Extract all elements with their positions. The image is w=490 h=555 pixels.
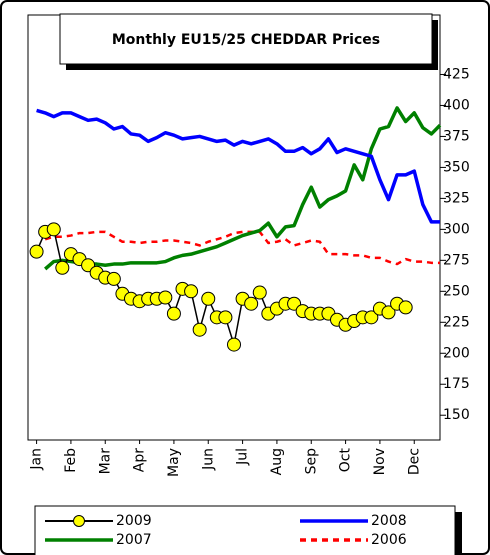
data-point [184,284,199,299]
data-point [158,290,173,305]
legend-box [34,505,456,555]
data-point [201,291,216,306]
data-point [46,222,61,237]
series-line [44,230,440,266]
legend-label: 2009 [116,513,152,529]
x-tick-label: Dec [406,448,422,475]
y-tick-label: 200 [443,345,470,361]
x-tick-label: Oct [338,448,354,473]
legend-marker [73,515,85,527]
x-tick-label: Sep [303,448,319,475]
data-point [106,271,121,286]
data-point [398,300,413,315]
data-point [244,296,259,311]
data-point [381,305,396,320]
x-tick-label: May [166,448,182,477]
legend-label: 2008 [371,513,407,529]
x-tick-label: Jan [29,448,45,471]
data-point [252,285,267,300]
plot-area: 150 175 200 225 250 275 300 325 350 375 400 425 Jan F… [29,66,470,476]
data-point [55,260,70,275]
data-point [364,310,379,325]
data-point [227,337,241,352]
series-line [44,106,442,271]
x-tick-label: Jul [235,448,251,466]
data-point [29,244,44,259]
y-tick-label: 275 [443,252,470,268]
y-tick-label: 250 [443,283,470,299]
x-tick-label: Nov [372,448,388,475]
y-tick-label: 400 [443,97,470,113]
data-point [218,310,233,325]
x-tick-label: Mar [97,448,113,475]
x-tick-label: Aug [269,448,285,475]
y-tick-label: 425 [443,66,470,82]
title-box [59,13,433,65]
x-tick-label: Apr [132,448,148,472]
legend: 2009 2008 2007 2006 [45,513,407,548]
y-tick-label: 150 [443,407,470,423]
y-tick-label: 375 [443,128,470,144]
data-point [166,306,181,321]
y-tick-label: 225 [443,314,470,330]
chart-title: Monthly EU15/25 CHEDDAR Prices [112,32,380,48]
y-tick-label: 175 [443,376,470,392]
legend-label: 2006 [371,532,407,548]
x-tick-label: Jun [200,448,216,471]
series-line [36,108,440,224]
legend-label: 2007 [116,532,152,548]
y-tick-label: 325 [443,190,470,206]
y-tick-label: 350 [443,159,470,175]
legend-shadow [455,512,462,555]
plot-frame [27,14,441,441]
y-tick-label: 300 [443,221,470,237]
x-tick-label: Feb [63,448,79,473]
data-point [192,322,207,337]
